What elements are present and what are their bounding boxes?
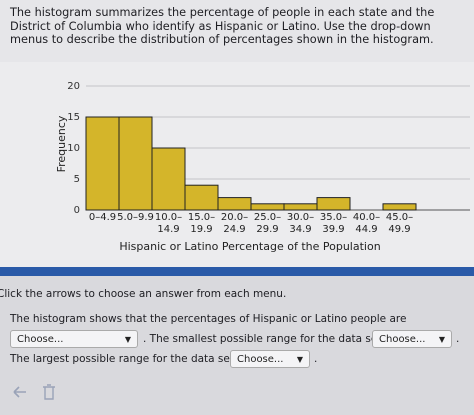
arrow: ▼ xyxy=(124,335,131,344)
x-tick-label: 20.0–24.9 xyxy=(220,212,249,235)
sentence-text: The histogram shows that the percentages… xyxy=(10,313,407,325)
dropdown[interactable]: Choose... ▼ xyxy=(10,330,138,348)
x-tick-label: 10.0–14.9 xyxy=(154,212,183,235)
bar xyxy=(217,197,252,211)
x-tick-label: 35.0–39.9 xyxy=(319,212,348,235)
bar xyxy=(118,116,153,211)
arrow: ▼ xyxy=(438,335,445,344)
x-tick-label: 15.0–19.9 xyxy=(187,212,216,235)
period: . xyxy=(456,333,460,345)
x-tick-label: 40.0–44.9 xyxy=(352,212,381,235)
delete-icon[interactable] xyxy=(43,384,55,400)
y-tick-label: 0 xyxy=(74,205,80,216)
bar xyxy=(151,147,186,211)
bar xyxy=(283,203,318,211)
divider xyxy=(0,267,474,276)
y-tick-label: 5 xyxy=(74,174,80,185)
bar xyxy=(250,203,285,211)
dropdown[interactable]: Choose... ▼ xyxy=(372,330,452,348)
sentence-text: The largest possible range for the data … xyxy=(10,353,246,365)
bar xyxy=(85,116,120,211)
x-tick-label: 30.0–34.9 xyxy=(286,212,315,235)
x-axis-label: Hispanic or Latino Percentage of the Pop… xyxy=(119,240,381,253)
x-tick-label: 45.0–49.9 xyxy=(385,212,414,235)
y-tick-label: 20 xyxy=(67,81,80,92)
dropdown-text: Choose... xyxy=(17,334,64,345)
sentence-text: . The smallest possible range for the da… xyxy=(143,333,394,345)
y-tick-label: 15 xyxy=(67,112,80,123)
x-tick-label: 5.0–9.9 xyxy=(117,212,154,223)
x-tick-label: 25.0–29.9 xyxy=(253,212,282,235)
x-tick-label: 0–4.9 xyxy=(88,212,117,223)
instructions: Click the arrows to choose an answer fro… xyxy=(0,288,287,300)
toolbar xyxy=(13,384,55,400)
bar xyxy=(382,203,417,211)
bar xyxy=(316,197,351,211)
question: The histogram summarizes the percentage … xyxy=(10,6,435,46)
bar xyxy=(184,184,219,211)
chart-panel xyxy=(0,62,474,267)
dropdown-text: Choose... xyxy=(237,354,284,365)
y-axis-label: Frequency xyxy=(55,115,68,172)
dropdown[interactable]: Choose... ▼ xyxy=(230,350,310,368)
question-panel xyxy=(0,0,474,62)
chart: Frequency 0 5 10 15 20 xyxy=(55,81,470,216)
dropdown-text: Choose... xyxy=(379,334,426,345)
period: . xyxy=(314,353,318,365)
arrow: ▼ xyxy=(296,355,303,364)
undo-icon[interactable] xyxy=(13,386,26,398)
y-tick-label: 10 xyxy=(67,143,80,154)
